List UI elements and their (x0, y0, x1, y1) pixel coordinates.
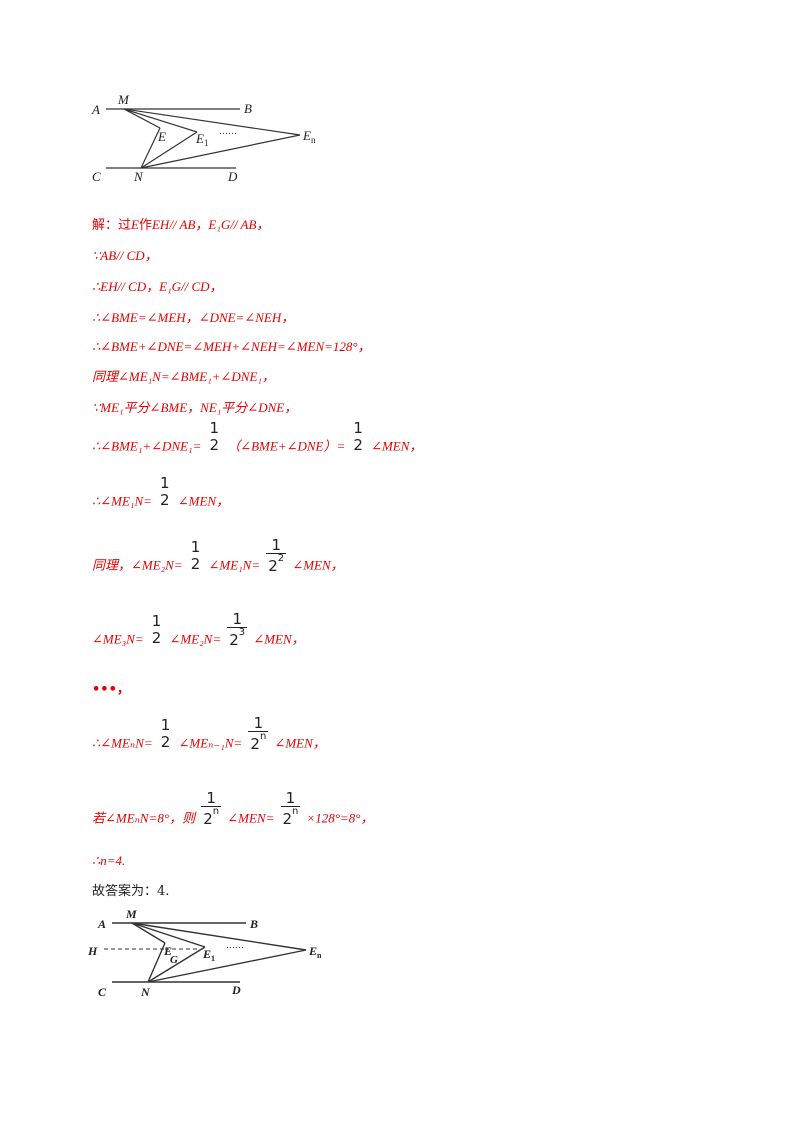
solution-line-6: 同理∠ME₁N=∠BME₁+∠DNE₁， (92, 369, 275, 384)
solution-line-14: 若∠MEₙN=8°，则 1 2n ∠MEN= 1 2n ×128°=8°， (92, 789, 374, 828)
solution-line-12: •••， (92, 682, 130, 697)
label-D: D (227, 169, 238, 184)
solution-line-7: ∵ME₁平分∠BME，NE₁平分∠DNE， (92, 400, 298, 415)
solution-line-3: ∴EH// CD，E₁G// CD， (92, 279, 223, 294)
label-E: E (157, 129, 166, 144)
label-B: B (244, 101, 252, 116)
label-B: B (249, 917, 258, 931)
geometry-figure-top: A M B E E1 …… En C N D (91, 92, 316, 184)
label-G: G (170, 954, 178, 966)
fraction-one-over-two-to-n: 1 2n (280, 789, 301, 828)
label-En: En (308, 944, 322, 960)
final-answer: 故答案为：4. (92, 884, 170, 899)
label-C: C (92, 169, 101, 184)
fraction-one-over-two-to-n: 1 2n (248, 714, 269, 753)
label-N: N (140, 985, 151, 999)
label-M: M (125, 907, 137, 921)
label-M: M (117, 92, 130, 107)
label-dots: …… (219, 126, 237, 136)
solution-line-1: 解：过E作EH// AB，E₁G// AB， (92, 217, 270, 233)
label-C: C (98, 985, 107, 999)
label-dots: …… (226, 940, 244, 950)
fraction-one-over-two-to-n: 1 2n (201, 789, 222, 828)
geometry-figure-bottom: A M B H E G E1 …… En C N D (87, 907, 322, 999)
label-D: D (231, 983, 241, 997)
label-E1: E1 (202, 947, 215, 963)
fraction-one-over-two-cubed: 1 23 (227, 610, 248, 649)
label-A: A (91, 102, 100, 117)
label-E1: E1 (195, 131, 208, 148)
fraction-one-over-two-squared: 1 22 (266, 536, 287, 575)
solution-line-15: ∴n=4. (92, 853, 126, 868)
label-A: A (97, 917, 106, 931)
solution-line-4: ∴∠BME=∠MEH，∠DNE=∠NEH， (92, 310, 295, 325)
label-H: H (87, 944, 98, 958)
label-E: E (163, 944, 172, 958)
solution-line-2: ∵AB// CD， (92, 248, 158, 263)
label-En: En (302, 128, 316, 145)
label-N: N (133, 169, 144, 184)
solution-line-5: ∴∠BME+∠DNE=∠MEH+∠NEH=∠MEN=128°， (92, 339, 371, 354)
